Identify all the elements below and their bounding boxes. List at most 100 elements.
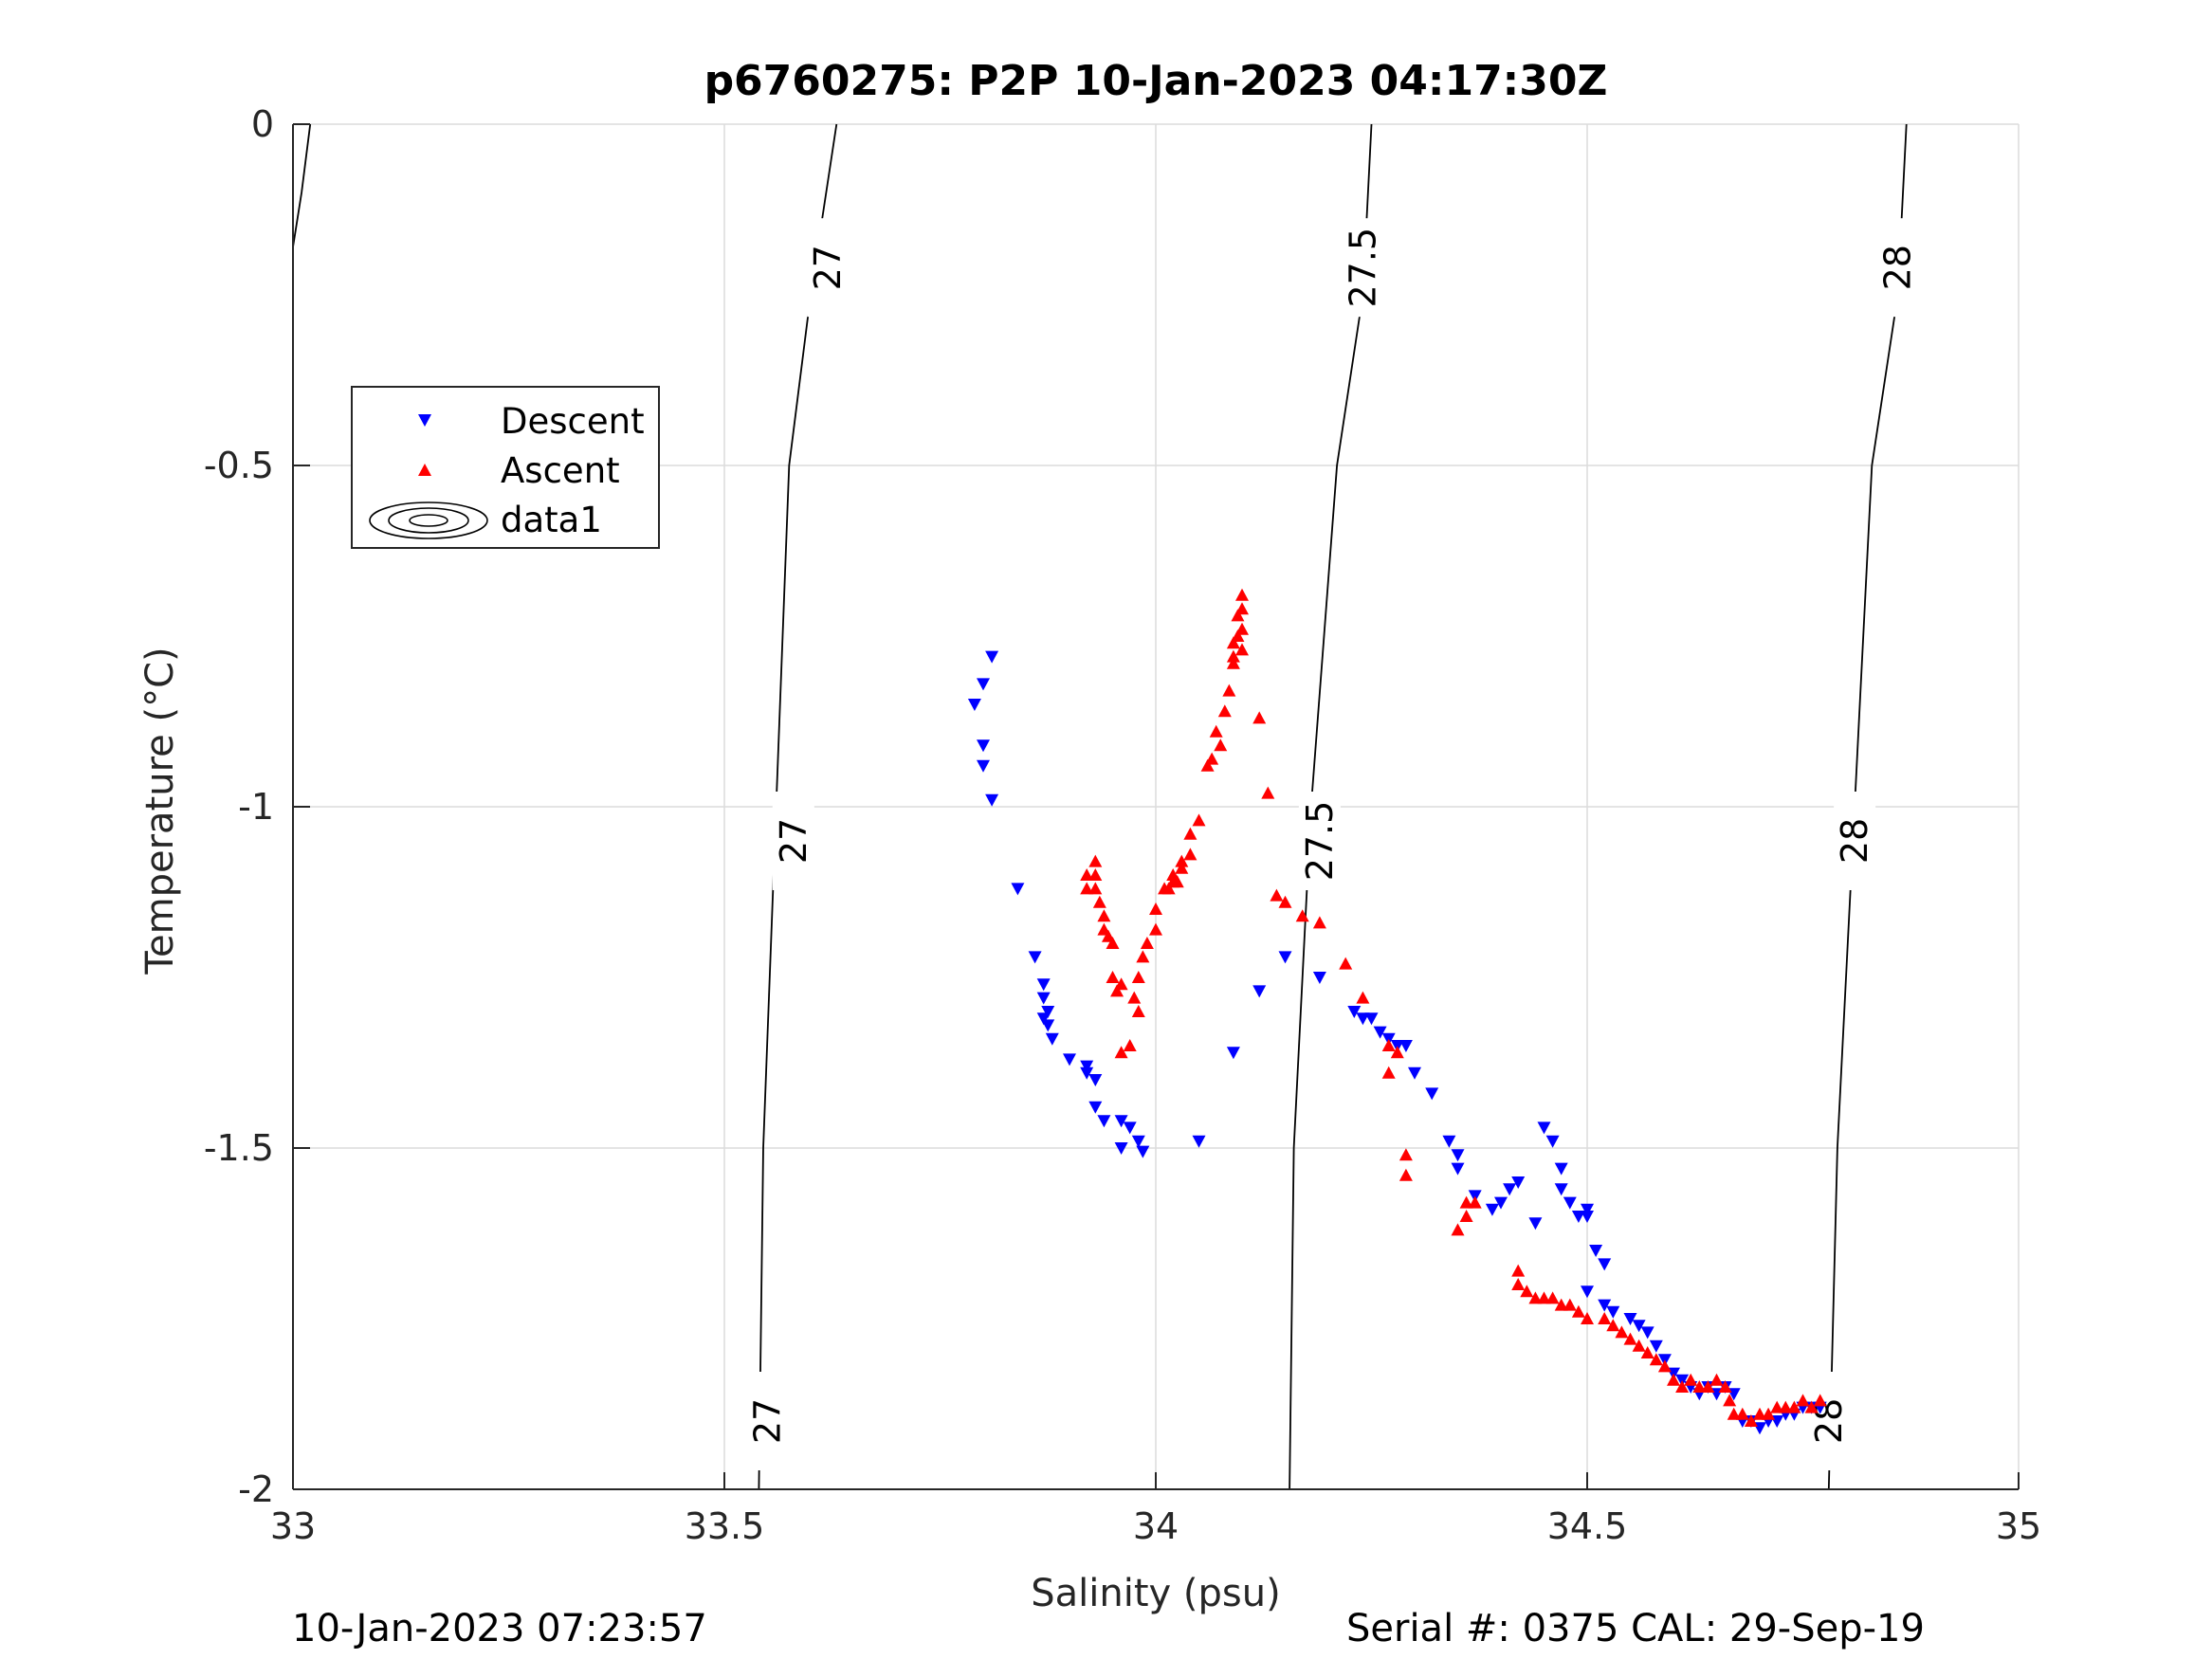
legend-item-descent: Descent <box>353 397 658 447</box>
ascent-point <box>1183 827 1197 840</box>
descent-point <box>1640 1326 1654 1340</box>
ascent-point <box>1390 1046 1404 1059</box>
ascent-point <box>1398 1148 1413 1161</box>
ascent-point <box>1192 813 1206 827</box>
ascent-point <box>1581 1312 1594 1324</box>
ascent-point <box>1123 1039 1137 1051</box>
ascent-point <box>1226 656 1240 669</box>
descent-point <box>1045 1032 1059 1046</box>
ascent-point <box>1537 1291 1551 1304</box>
ascent-point <box>1796 1394 1810 1407</box>
ascent-point <box>1270 888 1284 902</box>
descent-point <box>1563 1196 1577 1210</box>
descent-point <box>1252 985 1267 998</box>
contour-label: 27 <box>747 1398 789 1444</box>
contour-label: 27 <box>773 818 814 864</box>
descent-point <box>1278 951 1292 964</box>
descent-point <box>1036 978 1051 992</box>
contour-label-bg <box>1807 1372 1850 1470</box>
descent-point <box>1598 1258 1612 1271</box>
ascent-point <box>1615 1325 1629 1339</box>
ascent-point <box>1762 1407 1776 1420</box>
ascent-point <box>1649 1353 1663 1366</box>
ascent-point <box>1735 1407 1749 1420</box>
contour-label: 27.5 <box>1299 801 1341 882</box>
ascent-point <box>1214 738 1228 752</box>
ascent-point <box>1381 1066 1396 1079</box>
y-tick-label: -0.5 <box>204 445 274 486</box>
ascent-point <box>1175 861 1189 874</box>
descent-point <box>1011 883 1025 896</box>
ascent-point <box>1718 1380 1732 1393</box>
contour-label-bg <box>1298 792 1341 890</box>
ascent-point <box>1222 684 1236 697</box>
legend-label: data1 <box>501 500 602 540</box>
ascent-point <box>1088 854 1103 867</box>
ascent-point <box>1468 1195 1482 1209</box>
ascent-point <box>1804 1400 1819 1413</box>
legend-label: Descent <box>501 401 645 442</box>
ascent-point <box>1200 758 1215 772</box>
ascent-point <box>1554 1298 1568 1311</box>
contour-label-bg <box>1876 218 1919 318</box>
ascent-point <box>1723 1394 1737 1407</box>
descent-point <box>1554 1183 1568 1196</box>
descent-point <box>1373 1026 1387 1039</box>
descent-point <box>1408 1066 1421 1080</box>
ascent-point <box>1295 909 1309 922</box>
descent-point <box>1080 1066 1094 1080</box>
descent-point <box>1494 1196 1508 1210</box>
ascent-point <box>1217 704 1232 718</box>
ascent-point <box>1779 1400 1793 1413</box>
y-tick-label: -1 <box>238 786 274 828</box>
descent-point <box>1528 1217 1543 1231</box>
ascent-point <box>1092 895 1106 908</box>
ascent-point <box>1170 875 1184 888</box>
descent-point <box>985 650 999 664</box>
ascent-point <box>1598 1312 1612 1324</box>
chart-title: p6760275: P2P 10-Jan-2023 04:17:30Z <box>704 57 1608 105</box>
ascent-point <box>1727 1407 1741 1420</box>
y-axis-label: Temperature (°C) <box>138 647 182 975</box>
ascent-point <box>1088 882 1103 895</box>
ascent-point <box>1667 1373 1680 1386</box>
ascent-point <box>1701 1380 1715 1393</box>
ascent-point <box>1459 1210 1473 1222</box>
descent-point <box>1649 1340 1663 1353</box>
descent-point <box>985 793 999 807</box>
y-tick-label: -2 <box>238 1468 274 1510</box>
descent-point <box>1451 1162 1465 1176</box>
contour-label: 28 <box>1877 245 1919 290</box>
ascent-point <box>1252 711 1267 724</box>
ascent-point <box>1606 1319 1620 1332</box>
ascent-point <box>1226 636 1240 649</box>
descent-point <box>1028 951 1042 964</box>
descent-point <box>1451 1149 1465 1162</box>
legend-item-data1: data1 <box>353 496 658 545</box>
triangle-up-icon <box>418 464 431 476</box>
ascent-point <box>1235 588 1249 601</box>
ascent-point <box>1088 868 1103 881</box>
ascent-point <box>1459 1195 1473 1209</box>
ascent-point <box>1149 902 1162 915</box>
ascent-point <box>1097 909 1111 922</box>
ascent-point <box>1520 1285 1534 1298</box>
descent-point <box>1080 1060 1094 1073</box>
descent-point <box>1088 1101 1103 1114</box>
x-axis-label: Salinity (psu) <box>1031 1572 1280 1615</box>
legend-label: Ascent <box>501 450 620 491</box>
descent-point <box>1036 1012 1051 1026</box>
descent-point <box>1537 1121 1551 1135</box>
ascent-point <box>1127 991 1142 1004</box>
descent-point <box>977 678 990 691</box>
ascent-point <box>1632 1339 1646 1352</box>
descent-point <box>1442 1135 1456 1148</box>
descent-point <box>967 699 981 711</box>
descent-point <box>1036 992 1051 1005</box>
x-tick-label: 33 <box>270 1505 316 1547</box>
descent-point <box>1088 1074 1103 1086</box>
ascent-point <box>1787 1400 1801 1413</box>
ascent-point <box>1175 854 1189 867</box>
ascent-point <box>1753 1407 1766 1420</box>
